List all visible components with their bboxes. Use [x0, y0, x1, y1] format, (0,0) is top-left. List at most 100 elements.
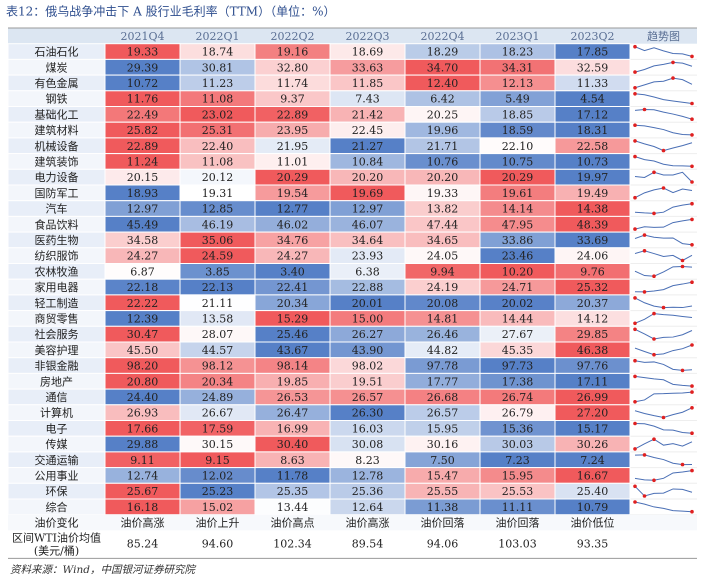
cell: 45.35: [502, 344, 534, 357]
cell: 15.17: [577, 422, 609, 435]
cell: 20.12: [202, 171, 234, 184]
cell: 25.82: [127, 124, 159, 137]
row-label: 轻工制造: [35, 296, 79, 310]
cell: 24.27: [277, 250, 309, 263]
row-label: 计算机: [40, 406, 73, 420]
cell: 3.40: [280, 265, 305, 278]
cell: 25.46: [277, 328, 309, 341]
cell: 30.40: [277, 438, 309, 451]
cell: 26.27: [352, 328, 384, 341]
sparkline-dot: [652, 170, 656, 175]
sparkline-dot: [690, 390, 694, 394]
sparkline-dot: [633, 123, 637, 127]
sparkline-dot: [690, 101, 694, 106]
cell: 47.44: [427, 218, 459, 231]
cell: 33.86: [502, 234, 534, 247]
header-cell: 趋势图: [647, 30, 680, 43]
cell: 12.39: [127, 312, 159, 325]
sparkline-dot: [652, 274, 656, 279]
cell: 14.12: [577, 312, 609, 325]
wti-label: 区间WTI油价均值: [12, 530, 101, 544]
cell: 21.11: [202, 297, 234, 310]
row-label: 食品饮料: [35, 217, 79, 231]
cell: 9.94: [430, 265, 455, 278]
wti-cell: 94.60: [202, 537, 234, 550]
cell: 20.34: [202, 375, 234, 388]
cell: 45.49: [127, 218, 159, 231]
cell: 98.14: [277, 360, 309, 373]
sparkline-dot: [652, 337, 656, 341]
cell: 11.11: [502, 501, 534, 514]
cell: 13.82: [427, 203, 459, 216]
cell: 44.82: [427, 344, 459, 357]
cell: 7.24: [580, 454, 605, 467]
sparkline-dot: [633, 92, 637, 96]
cell: 26.79: [502, 407, 534, 420]
row-label: 美容护理: [35, 343, 79, 357]
row-label: 房地产: [40, 374, 73, 388]
cell: 29.85: [577, 328, 609, 341]
cell: 13.44: [277, 501, 309, 514]
cell: 10.20: [502, 265, 534, 278]
header-bg: [8, 28, 697, 44]
cell: 34.76: [277, 234, 309, 247]
sparkline-dot: [661, 148, 666, 153]
cell: 23.02: [202, 108, 234, 121]
cell: 11.23: [202, 77, 234, 90]
oil-cell: 油价上升: [196, 516, 240, 530]
cell: 22.89: [127, 140, 159, 153]
sparkline: [634, 93, 693, 104]
cell: 25.53: [502, 485, 534, 498]
cell: 21.42: [352, 108, 384, 121]
title: 表12：俄乌战争冲击下 A 股行业毛利率（TTM）（单位：%）: [6, 4, 336, 19]
cell: 18.23: [502, 46, 534, 59]
cell: 26.47: [277, 407, 309, 420]
cell: 26.30: [352, 407, 384, 420]
cell: 24.19: [427, 281, 459, 294]
cell: 17.59: [202, 422, 234, 435]
sparkline-dot: [671, 60, 675, 65]
sparkline-dot: [690, 133, 694, 137]
cell: 22.10: [502, 140, 534, 153]
cell: 25.31: [202, 124, 234, 137]
cell: 17.85: [577, 46, 609, 59]
sparkline-dot: [633, 374, 637, 379]
cell: 15.47: [427, 469, 459, 482]
cell: 6.87: [130, 265, 155, 278]
sparkline-dot: [633, 321, 637, 326]
cell: 26.74: [502, 391, 534, 404]
sparkline-dot: [680, 264, 685, 269]
cell: 14.44: [502, 312, 534, 325]
cell: 97.78: [427, 360, 459, 373]
oil-cell: 油价高涨: [346, 516, 390, 530]
cell: 18.29: [427, 46, 459, 59]
cell: 25.55: [427, 485, 459, 498]
sparkline-dot: [633, 227, 637, 231]
cell: 20.08: [427, 297, 459, 310]
cell: 15.00: [352, 312, 384, 325]
cell: 11.08: [202, 155, 234, 168]
cell: 24.40: [127, 391, 159, 404]
oil-cell: 油价回落: [421, 516, 465, 530]
row-label: 基础化工: [35, 107, 79, 121]
cell: 12.97: [352, 203, 384, 216]
row-label: 交通运输: [35, 453, 79, 467]
row-label: 汽车: [46, 202, 68, 216]
cell: 98.20: [127, 360, 159, 373]
cell: 24.89: [202, 391, 234, 404]
sparkline: [634, 391, 693, 403]
cell: 44.57: [202, 344, 234, 357]
cell: 19.54: [277, 187, 309, 200]
cell: 4.54: [580, 93, 605, 106]
row-label: 钢铁: [46, 93, 68, 106]
cell: 34.31: [502, 61, 534, 74]
sparkline-dot: [633, 154, 637, 159]
sparkline-dot: [690, 180, 694, 184]
sparkline-dot: [690, 54, 694, 59]
cell: 9.76: [580, 265, 605, 278]
row-label: 煤炭: [46, 61, 68, 74]
cell: 48.39: [577, 218, 609, 231]
cell: 45.50: [127, 344, 159, 357]
sparkline-dot: [633, 358, 637, 363]
